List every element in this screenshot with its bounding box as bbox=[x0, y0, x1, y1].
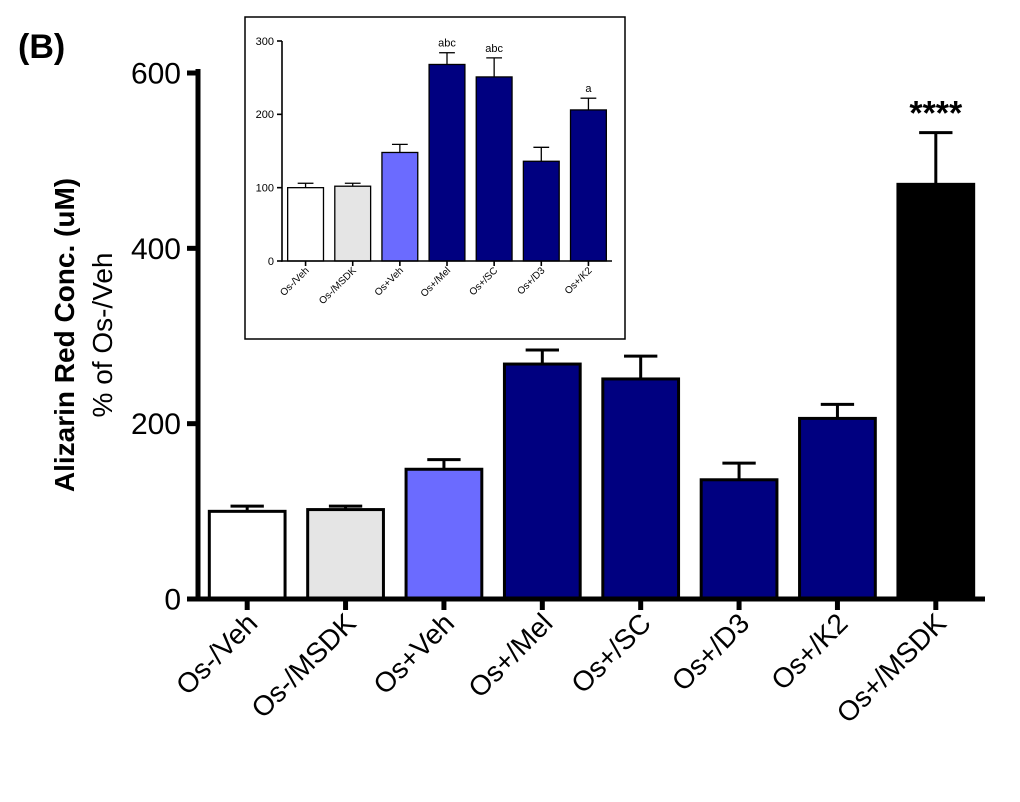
inset-bar bbox=[381, 151, 419, 262]
main-x-tick-label: Os-/Veh bbox=[170, 607, 263, 700]
main-x-tick-label: Os+/SC bbox=[565, 607, 657, 699]
panel-label: (B) bbox=[18, 28, 65, 66]
inset-y-tick-label: 200 bbox=[256, 109, 274, 121]
inset-bar bbox=[287, 187, 325, 262]
main-y-tick-label: 0 bbox=[164, 584, 181, 617]
inset-bar bbox=[428, 63, 466, 262]
inset-bar-annotation: abc bbox=[438, 38, 456, 50]
inset-bar-annotation: abc bbox=[485, 43, 503, 55]
main-x-tick-label: Os+/D3 bbox=[666, 607, 756, 697]
inset-bar bbox=[334, 185, 372, 262]
inset-y-tick-label: 100 bbox=[256, 183, 274, 195]
inset-y-tick-label: 300 bbox=[256, 36, 274, 48]
main-x-tick-label: Os+/K2 bbox=[765, 607, 854, 696]
main-y-tick-label: 600 bbox=[131, 58, 181, 91]
main-y-tick-label: 400 bbox=[131, 233, 181, 266]
inset-bar-annotation: a bbox=[585, 83, 592, 95]
inset-bar bbox=[475, 76, 513, 262]
inset-bar bbox=[569, 109, 607, 262]
main-bar bbox=[207, 509, 287, 601]
main-bar bbox=[306, 508, 385, 601]
main-x-tick-label: Os-/MSDK bbox=[245, 607, 362, 724]
main-bar-annotation: **** bbox=[909, 95, 963, 133]
main-y-tick-label: 200 bbox=[131, 408, 181, 441]
main-bar bbox=[798, 416, 877, 601]
main-bar bbox=[404, 467, 484, 601]
inset-bar bbox=[522, 160, 560, 262]
main-bar bbox=[699, 478, 779, 601]
main-bar bbox=[502, 362, 582, 601]
main-x-tick-label: Os+/Mel bbox=[462, 607, 558, 703]
main-bar bbox=[601, 377, 681, 601]
y-axis-title-line2: % of Os-/Veh bbox=[87, 253, 118, 418]
inset-y-tick-label: 0 bbox=[268, 256, 274, 268]
y-axis-title-line1: Alizarin Red Conc. (uM) bbox=[49, 178, 80, 492]
main-x-tick-label: Os+Veh bbox=[367, 607, 460, 700]
main-bar bbox=[896, 182, 976, 601]
